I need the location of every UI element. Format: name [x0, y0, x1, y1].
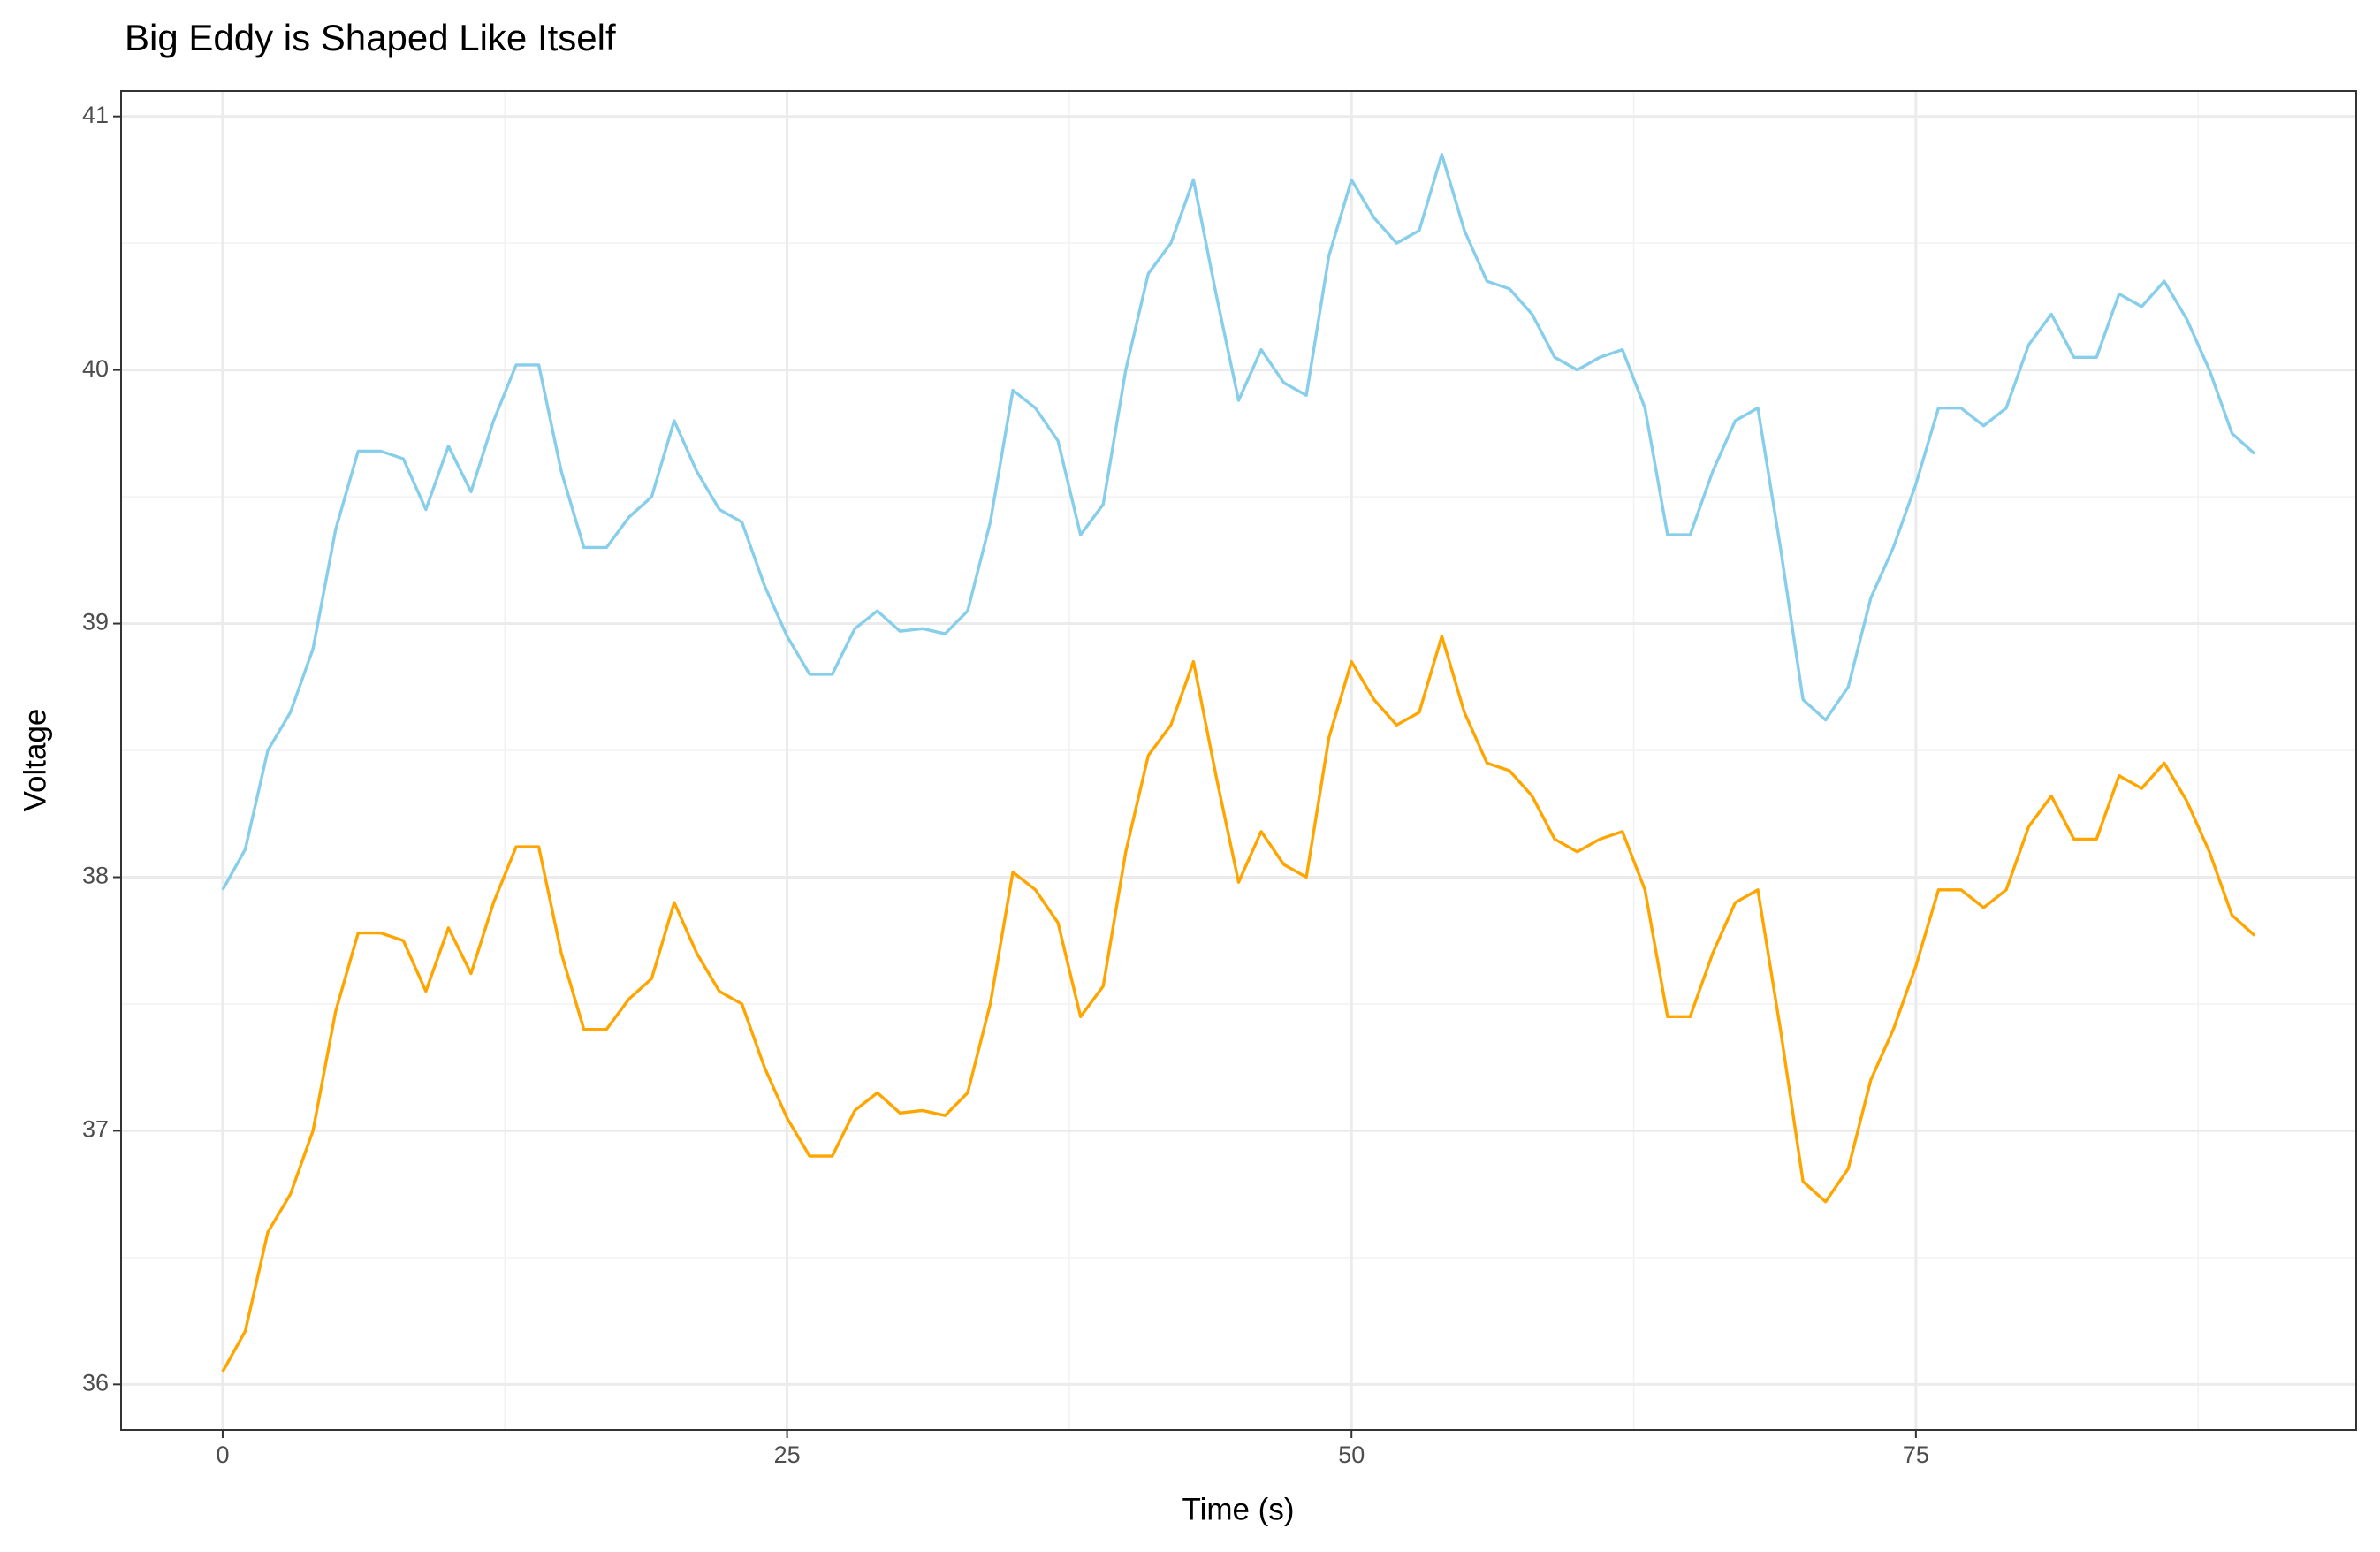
x-tick-label: 75 [1903, 1442, 1929, 1468]
y-tick-label: 38 [82, 863, 109, 889]
x-tick-label: 25 [774, 1442, 801, 1468]
x-tick-label: 50 [1338, 1442, 1365, 1468]
grid [121, 91, 2356, 1430]
y-tick-label: 37 [82, 1116, 109, 1143]
panel-border [120, 90, 2357, 1431]
lines [221, 153, 2256, 1373]
x-tick-label: 0 [216, 1442, 229, 1468]
y-tick-label: 36 [82, 1369, 109, 1396]
y-tick-label: 39 [82, 609, 109, 635]
y-axis-title: Voltage [18, 709, 52, 812]
x-axis-title: Time (s) [1182, 1492, 1294, 1526]
axes: 0 25 50 75 36 37 38 39 40 41 [82, 102, 1929, 1468]
y-tick-label: 40 [82, 355, 109, 382]
series-line [221, 153, 2256, 891]
chart-title: Big Eddy is Shaped Like Itself [125, 17, 616, 58]
y-tick-label: 41 [82, 102, 109, 128]
series-line [221, 635, 2256, 1373]
